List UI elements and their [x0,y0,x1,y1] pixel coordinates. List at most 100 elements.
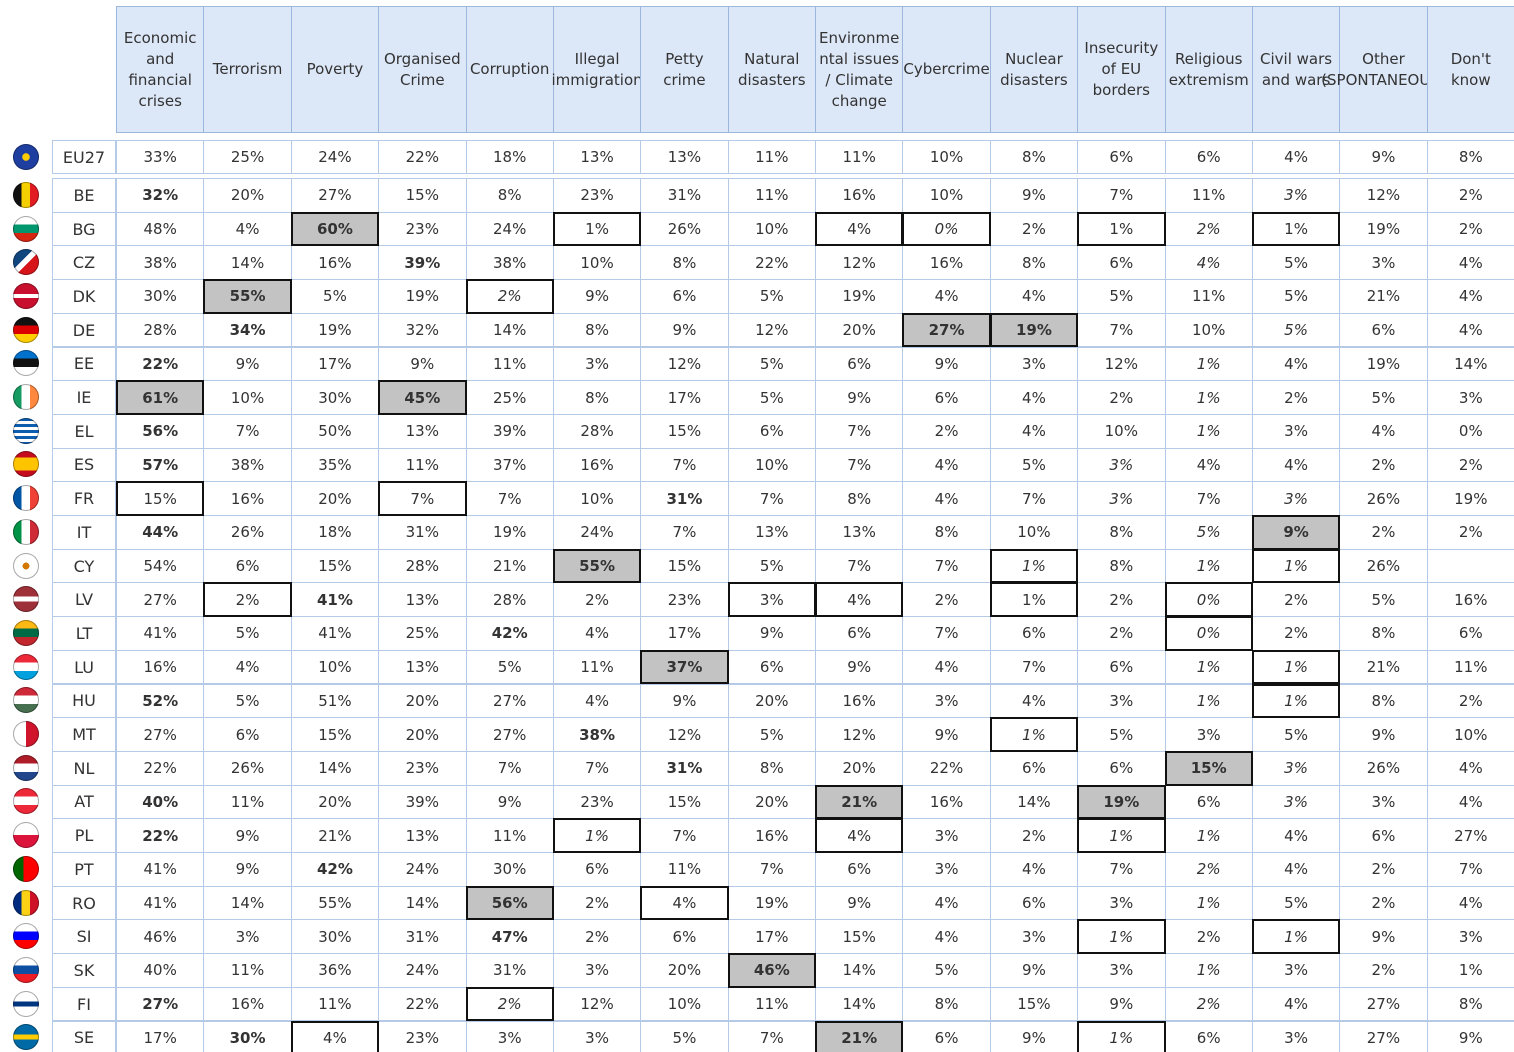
cell: 27% [116,582,205,618]
cell: 19% [465,515,554,550]
cell: 5% [1251,312,1341,348]
cell: 7% [1077,852,1166,887]
cell: 12% [640,346,729,382]
cell: 11% [727,178,816,213]
cell: 6% [989,616,1079,651]
cell: 3% [902,683,991,719]
cell: 2% [1164,211,1253,247]
cell: 8% [815,481,904,516]
cell: 9% [1339,919,1428,955]
cell: 15% [290,717,380,752]
cell: 14% [1426,346,1514,382]
cell: 19% [989,312,1079,348]
cell: 41% [116,852,205,887]
flag-icon [13,518,39,545]
cell: 11% [1426,649,1514,685]
cell: 11% [552,649,642,685]
cell: 1% [1077,211,1166,247]
cell: 10% [1077,413,1166,449]
country-code: HU [52,683,116,719]
cell: 16% [116,649,205,685]
cell: 41% [290,582,380,618]
cell: 4% [902,885,991,921]
cell: 4% [902,649,991,685]
flag-icon [13,619,39,646]
cell: 20% [290,784,380,820]
cell: 5% [1251,885,1341,921]
cell: 4% [902,447,991,483]
column-header: Organised Crime [378,6,467,133]
cell: 7% [815,447,904,483]
cell: 3% [1339,784,1428,820]
cell: 23% [552,178,642,213]
cell: 13% [378,818,467,853]
cell: 9% [815,649,904,685]
cell: 27% [116,717,205,752]
cell: 4% [1426,279,1514,314]
cell: 4% [1251,852,1341,887]
cell: 9% [203,852,292,887]
cell: 4% [1251,346,1341,382]
cell: 1% [1251,211,1341,247]
cell: 2% [1251,380,1341,415]
cell: 2% [902,413,991,449]
cell: 24% [465,211,554,247]
cell: 3% [552,953,642,988]
cell: 41% [290,616,380,651]
cell: 33% [116,140,205,174]
cell: 9% [1251,515,1341,550]
cell: 2% [1426,447,1514,483]
cell: 11% [378,447,467,483]
cell: 6% [640,279,729,314]
cell: 0% [1164,582,1253,618]
cell: 41% [116,885,205,921]
cell: 9% [1339,140,1428,174]
cell: 1% [1164,380,1253,415]
country-code: CY [52,548,116,584]
cell: 28% [465,582,554,618]
cell: 9% [203,818,292,853]
cell: 12% [815,717,904,752]
cell: 19% [290,312,380,348]
cell: 1% [1164,346,1253,382]
cell: 22% [727,245,816,281]
cell: 19% [1077,784,1166,820]
cell: 46% [116,919,205,955]
cell: 7% [640,447,729,483]
cell: 5% [203,616,292,651]
cell: 9% [640,683,729,719]
cell: 7% [1426,852,1514,887]
cell: 20% [727,784,816,820]
cell: 1% [989,717,1079,752]
cell: 1% [1164,953,1253,988]
cell: 7% [727,852,816,887]
cell: 60% [290,211,380,247]
flag-icon [13,384,39,411]
cell: 0% [902,211,991,247]
cell: 5% [727,279,816,314]
cell: 9% [815,885,904,921]
cell: 6% [1164,140,1253,174]
cell: 18% [465,140,554,174]
cell: 26% [203,515,292,550]
cell: 24% [378,852,467,887]
column-header: Terrorism [203,6,292,133]
cell: 11% [203,953,292,988]
cell: 23% [378,750,467,786]
column-header: Environmental issues / Climate change [815,6,904,133]
cell: 5% [727,346,816,382]
cell: 1% [989,548,1079,584]
cell: 11% [815,140,904,174]
cell: 16% [203,986,292,1022]
cell: 7% [727,481,816,516]
cell: 16% [203,481,292,516]
cell: 8% [1077,515,1166,550]
flag-icon [13,451,39,478]
cell: 25% [378,616,467,651]
cell: 22% [116,346,205,382]
cell: 9% [989,953,1079,988]
country-code: BE [52,178,116,213]
cell: 3% [1251,178,1341,213]
flag-icon [13,485,39,512]
flag-icon [13,586,39,613]
